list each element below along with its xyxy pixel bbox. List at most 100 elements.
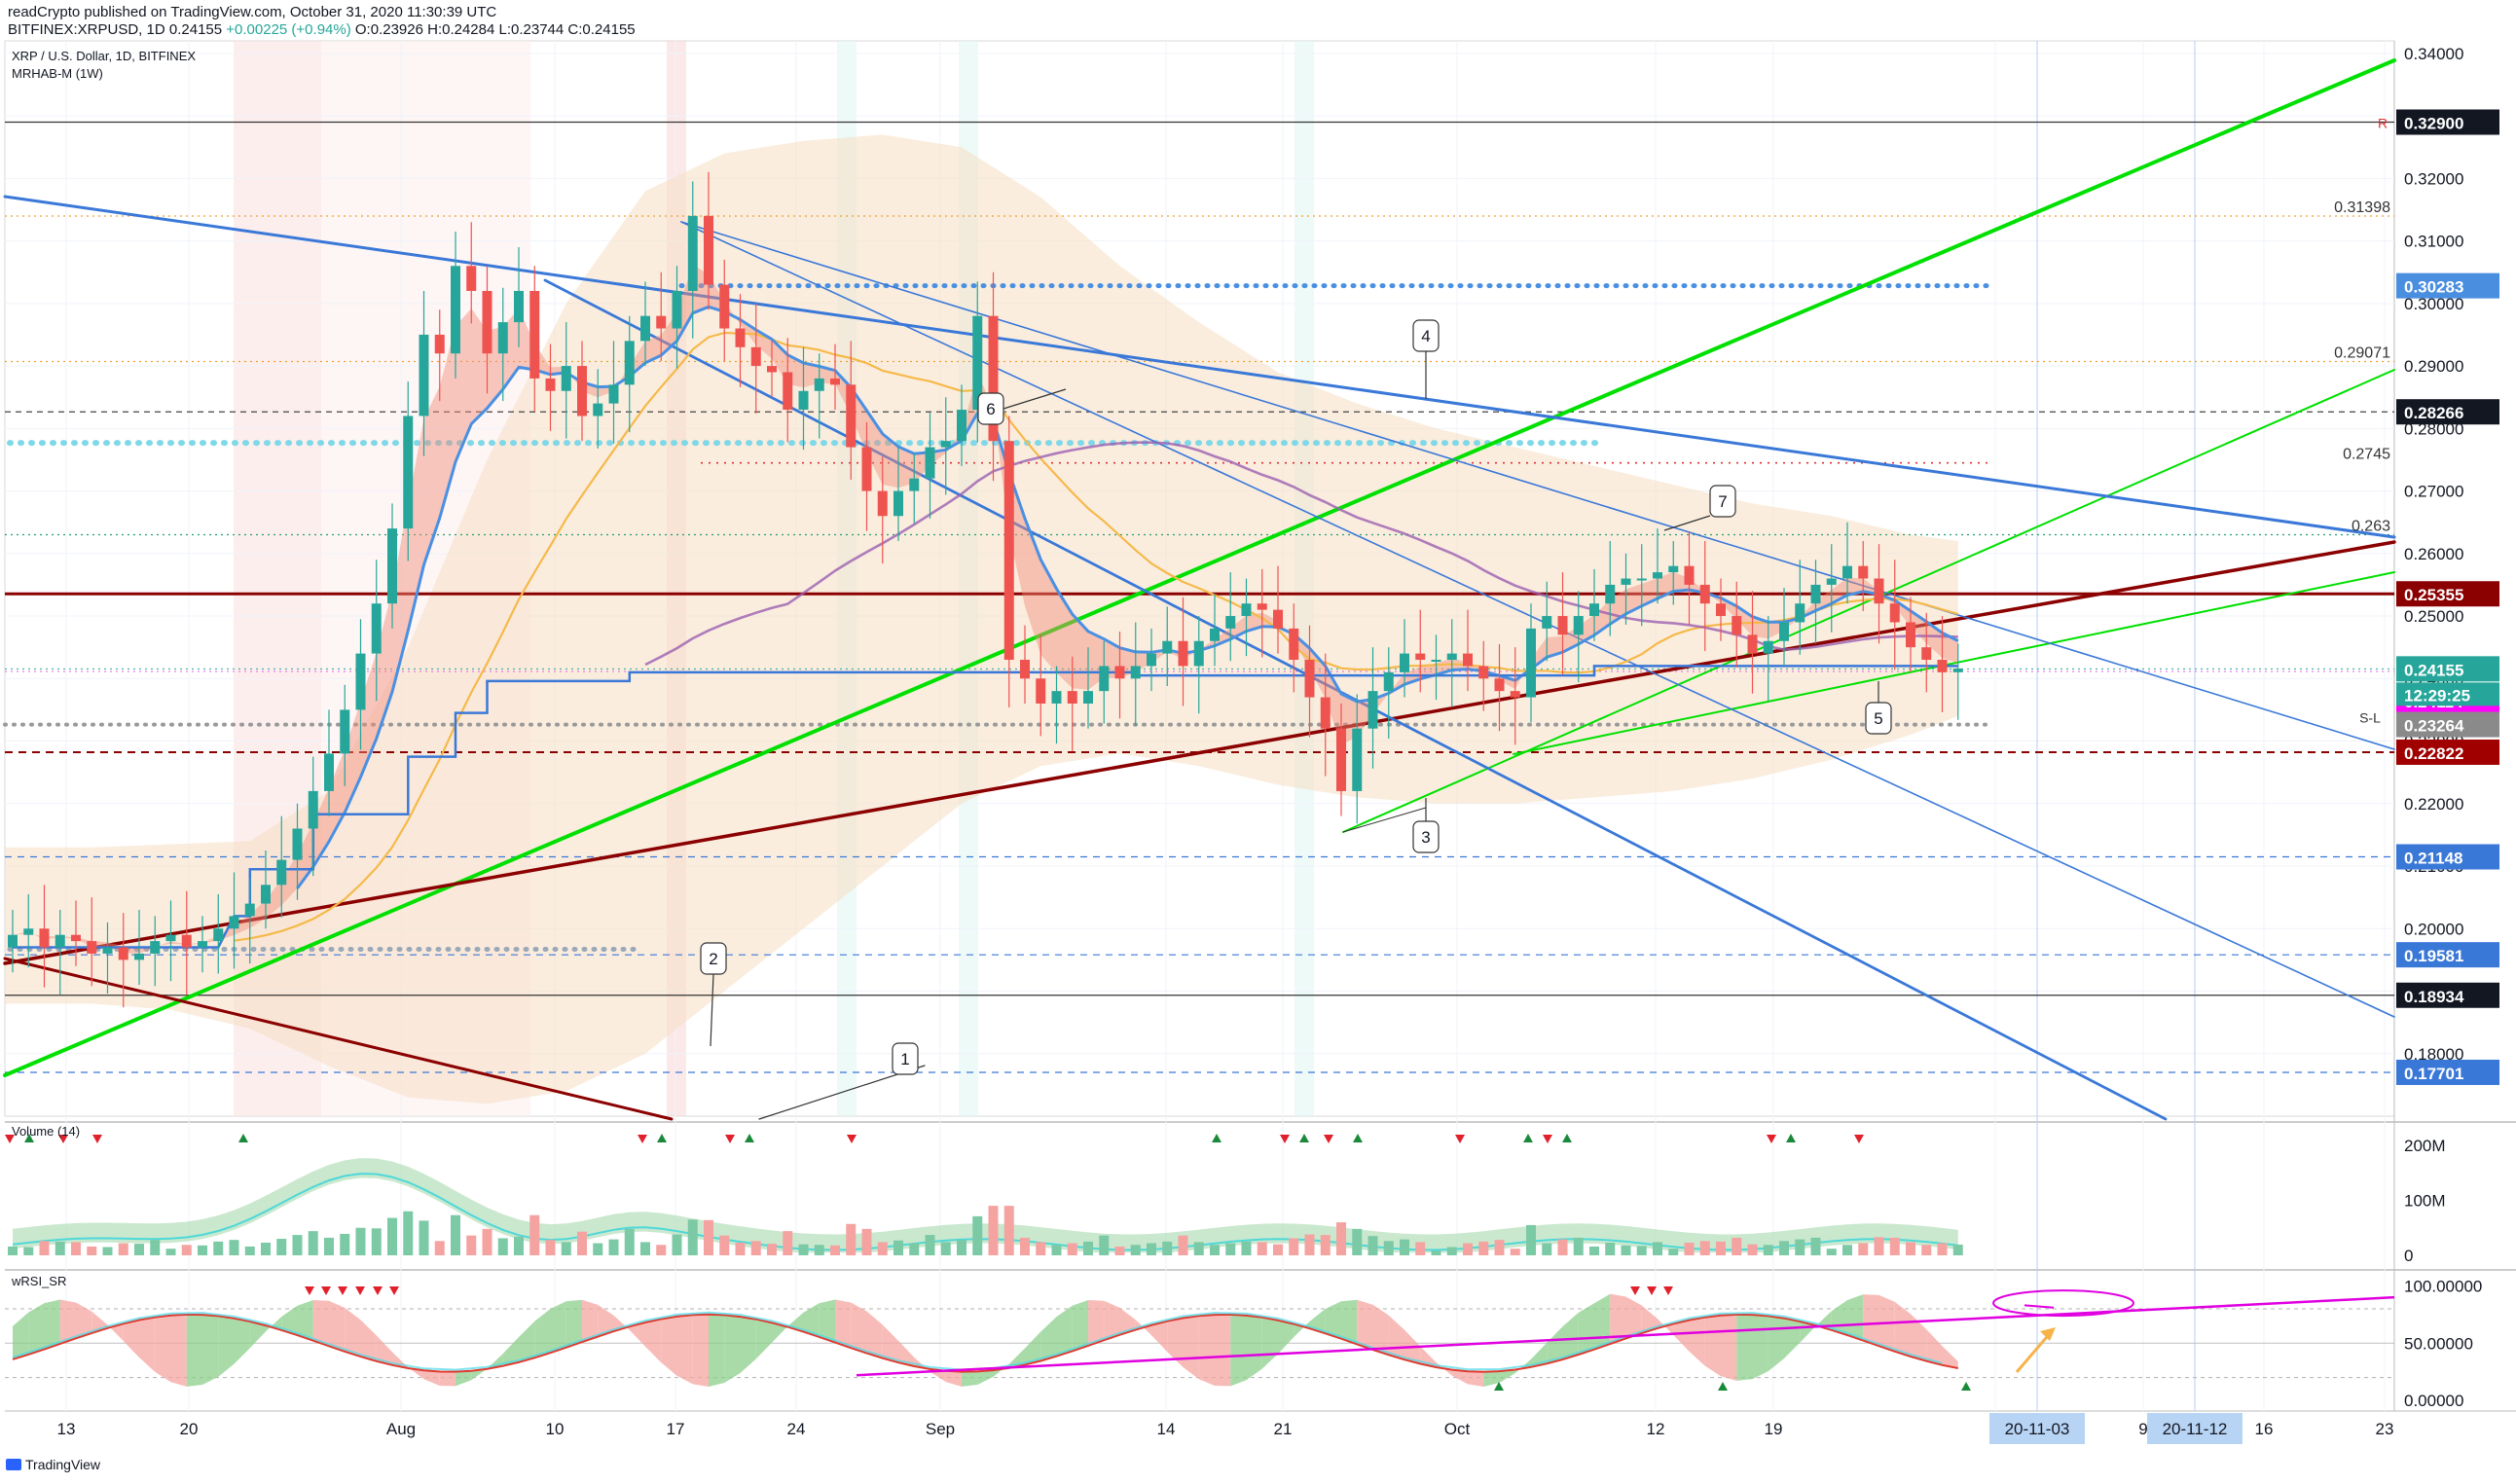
rsi-arrow-shaft [2015, 1330, 2054, 1373]
rsi-signal-up [1718, 1382, 1728, 1391]
price-tick-label: 0.18000 [2404, 1045, 2463, 1064]
volume-bar [545, 1240, 556, 1255]
signal-up-arrow [238, 1134, 248, 1142]
candle-up [1352, 728, 1363, 791]
rsi-band-segment [1784, 1318, 1801, 1359]
volume-bar [735, 1243, 746, 1255]
candle-up [403, 416, 414, 529]
candle-up [1636, 578, 1647, 581]
rsi-band-segment [945, 1370, 962, 1387]
rsi-band-segment [1025, 1331, 1041, 1365]
volume-bar [750, 1241, 761, 1255]
callout-box [892, 1042, 919, 1075]
signal-up-arrow [1786, 1134, 1796, 1142]
volume-bar [1147, 1243, 1156, 1255]
rsi-band-segment [1357, 1299, 1373, 1350]
price-tick-label: 0.20000 [2404, 920, 2463, 938]
time-tick-label: 17 [667, 1420, 685, 1438]
rsi-band-segment [345, 1307, 361, 1357]
rsi-band-segment [1325, 1301, 1341, 1339]
signal-down-arrow [1455, 1135, 1465, 1143]
volume-bar [1732, 1237, 1742, 1255]
volume-bar [1810, 1237, 1821, 1255]
volume-bar [1003, 1206, 1014, 1255]
candle-up [514, 290, 524, 323]
blue-channel-line-1 [680, 221, 2395, 1018]
volume-bar [1083, 1241, 1093, 1255]
candle-up [198, 941, 207, 948]
rsi-signal-down [338, 1286, 347, 1295]
volume-bar [23, 1247, 34, 1255]
volume-bar [830, 1245, 840, 1255]
price-axis: 0.340000.330000.320000.310000.300000.290… [2334, 45, 2499, 1085]
rsi-band-segment [1198, 1315, 1215, 1386]
candle-up [1130, 666, 1141, 679]
candle-up [308, 790, 318, 829]
volume-bar [355, 1227, 366, 1255]
candle-up [1446, 653, 1457, 661]
candle-down [118, 947, 128, 960]
price-label-0.21148: 0.21148 [2404, 850, 2463, 868]
candles [8, 171, 1963, 1008]
candle-up [814, 378, 824, 391]
rsi-band-segment [329, 1300, 346, 1352]
volume-bar [529, 1214, 540, 1255]
level-label-0.29071: 0.29071 [2334, 345, 2390, 362]
volume-bar [1795, 1239, 1805, 1255]
volume-bar [1763, 1245, 1773, 1255]
rsi-band-segment [28, 1303, 45, 1355]
volume-bar [292, 1235, 303, 1255]
price-label-box [2396, 1059, 2499, 1085]
candle-up [1225, 616, 1236, 629]
volume-bar [1573, 1237, 1584, 1255]
time-tick-label: Aug [386, 1420, 416, 1438]
volume-bar [988, 1206, 999, 1255]
signal-down-arrow [1767, 1135, 1776, 1143]
candle-down [783, 372, 793, 411]
tradingview-logo[interactable]: TradingView [6, 1457, 100, 1472]
volume-bar [561, 1242, 571, 1255]
signal-down-arrow [1543, 1135, 1552, 1143]
price-tick-label: 0.22000 [2404, 795, 2463, 814]
rsi-band-segment [519, 1321, 535, 1362]
candle-down [1336, 728, 1346, 791]
price-label-0.28266: 0.28266 [2404, 404, 2463, 422]
rsi-band-segment [629, 1321, 645, 1347]
rsi-tick-label: 0.00000 [2404, 1392, 2463, 1410]
rsi-band-segment [1246, 1315, 1262, 1381]
rsi-band-segment [1863, 1294, 1879, 1347]
volume-bar [1510, 1249, 1520, 1255]
rsi-band-segment [962, 1371, 978, 1387]
countdown-label: 12:29:25 [2404, 686, 2470, 705]
rsi-band-segment [1625, 1296, 1642, 1339]
candle-down [577, 366, 587, 416]
rsi-band-segment [851, 1302, 867, 1354]
candle-up [1795, 603, 1805, 623]
rsi-band-segment [1531, 1342, 1548, 1367]
pane-frames [4, 40, 2516, 1412]
rsi-signal-down [305, 1286, 314, 1295]
rsi-band-segment [76, 1302, 92, 1339]
candle-up [1542, 616, 1552, 629]
candle-down [1906, 622, 1915, 648]
time-tick-label: 23 [2376, 1420, 2394, 1438]
rsi-band-segment [423, 1370, 440, 1386]
price-label-box [2396, 109, 2499, 135]
rsi-band-segment [692, 1314, 709, 1387]
rsi-band-segment [1372, 1304, 1389, 1356]
callout-leader [1003, 388, 1067, 410]
tradingview-logo-text: TradingView [25, 1457, 101, 1472]
price-tick-label: 0.25000 [2404, 607, 2463, 626]
rsi-highlight-ellipse [1992, 1289, 2134, 1318]
volume-bar [1383, 1241, 1394, 1255]
wrsi-pane: 100.00000 50.00000 0.00000 [5, 1277, 2482, 1410]
rsi-band-segment [155, 1315, 171, 1383]
rsi-band-segment [1088, 1300, 1105, 1346]
price-tick-label: 0.34000 [2404, 45, 2463, 63]
time-tick-label: 9 [2138, 1420, 2147, 1438]
candle-down [750, 346, 761, 367]
volume-pane: 200M 100M 0 [5, 1134, 2446, 1265]
volume-bar [1273, 1244, 1283, 1255]
volume-bar [1636, 1246, 1647, 1255]
